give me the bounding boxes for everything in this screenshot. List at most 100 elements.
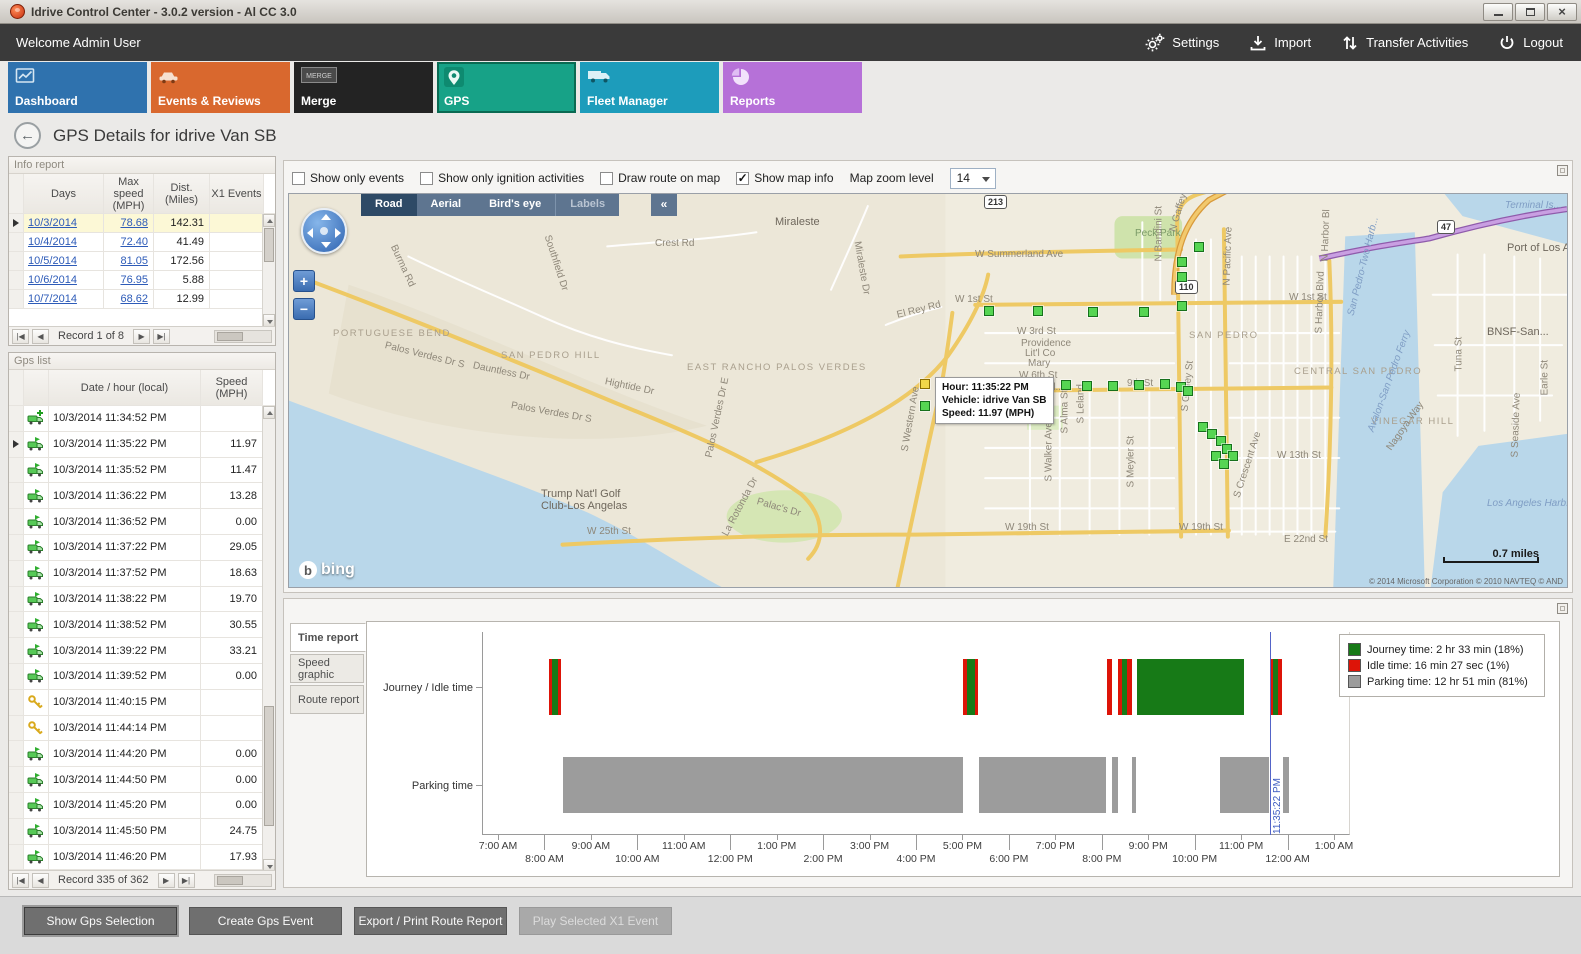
max-speed-cell[interactable]: 72.40 [104, 233, 154, 251]
gps-marker[interactable] [1194, 242, 1204, 252]
close-button[interactable]: × [1547, 2, 1577, 21]
gps-table-row[interactable]: 10/3/2014 11:36:22 PM 13.28 [9, 483, 275, 510]
map-style-labels[interactable]: Labels [555, 194, 619, 216]
gps-marker[interactable] [920, 401, 930, 411]
gps-table-row[interactable]: 10/3/2014 11:35:52 PM 11.47 [9, 457, 275, 484]
map-zoom-select[interactable]: 14 [949, 167, 996, 189]
unchecked-checkbox-icon[interactable] [292, 171, 305, 185]
scroll-up-icon[interactable] [263, 214, 275, 227]
max-speed-cell[interactable]: 68.62 [104, 290, 154, 308]
unchecked-checkbox-icon[interactable] [420, 171, 434, 185]
scroll-up-icon[interactable] [263, 406, 275, 419]
first-record-button[interactable]: |◀ [12, 328, 29, 344]
map-pan-compass[interactable] [301, 208, 347, 254]
gps-table-row[interactable]: 10/3/2014 11:37:52 PM 18.63 [9, 560, 275, 587]
info-report-vertical-scrollbar[interactable] [262, 214, 275, 327]
gps-table-row[interactable]: 10/3/2014 11:37:22 PM 29.05 [9, 534, 275, 561]
gps-table-row[interactable]: 10/3/2014 11:39:52 PM 0.00 [9, 663, 275, 690]
gps-marker[interactable] [1222, 444, 1232, 454]
max-speed-cell[interactable]: 76.95 [104, 271, 154, 289]
map-area[interactable]: Miraleste Peck Park W Summerland Ave Crest … [288, 193, 1568, 588]
gps-marker[interactable] [1177, 257, 1187, 267]
pan-down-icon[interactable] [321, 242, 331, 248]
tab-time-report[interactable]: Time report [290, 623, 366, 652]
tile-reports[interactable]: Reports [723, 62, 862, 113]
gps-marker[interactable] [1160, 379, 1170, 389]
gps-marker[interactable] [1088, 307, 1098, 317]
import-button[interactable]: Import [1249, 34, 1311, 52]
gps-table-row[interactable]: 10/3/2014 11:38:52 PM 30.55 [9, 612, 275, 639]
tile-gps[interactable]: GPS [437, 62, 576, 113]
gps-marker[interactable] [1033, 306, 1043, 316]
checkbox-show-only-ignition-activities[interactable]: Show only ignition activities [420, 171, 584, 185]
gps-table-row[interactable]: 10/3/2014 11:45:50 PM 24.75 [9, 818, 275, 845]
day-cell[interactable]: 10/5/2014 [24, 252, 104, 270]
gps-horizontal-scrollbar[interactable] [214, 873, 272, 887]
tile-merge[interactable]: MERGE Merge [294, 62, 433, 113]
pan-up-icon[interactable] [321, 214, 331, 220]
create-gps-event-button[interactable]: Create Gps Event [189, 907, 342, 935]
scrollbar-thumb[interactable] [264, 228, 274, 262]
gps-marker[interactable] [1082, 381, 1092, 391]
minimize-button[interactable] [1483, 2, 1513, 21]
gps-marker[interactable] [1228, 451, 1238, 461]
gps-marker[interactable] [1134, 380, 1144, 390]
chart-panel-collapse-button[interactable] [1557, 603, 1568, 614]
info-table-row[interactable]: 10/4/2014 72.40 41.49 [9, 233, 275, 252]
pan-right-icon[interactable] [335, 228, 341, 238]
map-style-road[interactable]: Road [361, 194, 417, 216]
tile-events[interactable]: Events & Reviews [151, 62, 290, 113]
tile-fleet[interactable]: Fleet Manager [580, 62, 719, 113]
transfer-button[interactable]: Transfer Activities [1341, 34, 1468, 52]
next-record-button[interactable]: ▶ [157, 872, 175, 888]
export-print-route-report-button[interactable]: Export / Print Route Report [354, 907, 507, 935]
gps-table-row[interactable]: 10/3/2014 11:44:20 PM 0.00 [9, 741, 275, 768]
scrollbar-thumb[interactable] [217, 331, 243, 341]
scrollbar-thumb[interactable] [217, 875, 243, 885]
map-panel-collapse-button[interactable] [1557, 165, 1568, 176]
info-table-row[interactable]: 10/3/2014 78.68 142.31 [9, 214, 275, 233]
info-table-row[interactable]: 10/6/2014 76.95 5.88 [9, 271, 275, 290]
checkbox-show-only-events[interactable]: Show only events [292, 171, 404, 185]
map-style-collapse-button[interactable]: « [651, 194, 677, 216]
gps-table-row[interactable]: 10/3/2014 11:44:50 PM 0.00 [9, 767, 275, 793]
day-cell[interactable]: 10/3/2014 [24, 214, 104, 232]
gps-marker[interactable] [1183, 386, 1193, 396]
gps-table-row[interactable]: 10/3/2014 11:34:52 PM [9, 406, 275, 432]
max-speed-cell[interactable]: 78.68 [104, 214, 154, 232]
first-record-button[interactable]: |◀ [12, 872, 29, 888]
gps-table-row[interactable]: 10/3/2014 11:40:15 PM [9, 689, 275, 716]
day-cell[interactable]: 10/6/2014 [24, 271, 104, 289]
map-zoom-in-button[interactable]: + [293, 270, 315, 292]
gps-marker[interactable] [1177, 301, 1187, 311]
day-cell[interactable]: 10/7/2014 [24, 290, 104, 308]
max-speed-cell[interactable]: 81.05 [104, 252, 154, 270]
gps-marker[interactable] [1198, 422, 1208, 432]
info-table-row[interactable]: 10/7/2014 68.62 12.99 [9, 290, 275, 309]
unchecked-checkbox-icon[interactable] [600, 171, 614, 185]
prev-record-button[interactable]: ◀ [32, 872, 49, 888]
next-record-button[interactable]: ▶ [133, 328, 151, 344]
tab-route-report[interactable]: Route report [290, 685, 364, 714]
tab-speed-graphic[interactable]: Speed graphic [290, 654, 364, 683]
gps-marker[interactable] [1211, 451, 1221, 461]
gps-table-row[interactable]: 10/3/2014 11:46:20 PM 17.93 [9, 844, 275, 871]
checked-checkbox-icon[interactable]: ✓ [736, 170, 750, 185]
gps-marker[interactable] [920, 379, 930, 389]
gps-marker[interactable] [1139, 307, 1149, 317]
gps-table-row[interactable]: 10/3/2014 11:38:22 PM 19.70 [9, 586, 275, 613]
last-record-button[interactable]: ▶| [153, 328, 171, 344]
gps-marker[interactable] [1219, 459, 1229, 469]
gps-marker[interactable] [1216, 436, 1226, 446]
scrollbar-thumb[interactable] [264, 706, 274, 826]
gps-marker[interactable] [1061, 380, 1071, 390]
day-cell[interactable]: 10/4/2014 [24, 233, 104, 251]
gps-table-row[interactable]: 10/3/2014 11:36:52 PM 0.00 [9, 509, 275, 535]
maximize-button[interactable] [1515, 2, 1545, 21]
gps-table-row[interactable]: 10/3/2014 11:35:22 PM 11.97 [9, 431, 275, 458]
map-canvas[interactable] [289, 194, 1567, 587]
info-table-row[interactable]: 10/5/2014 81.05 172.56 [9, 252, 275, 271]
checkbox-draw-route-on-map[interactable]: Draw route on map [600, 171, 720, 185]
gps-marker[interactable] [1177, 272, 1187, 282]
settings-button[interactable]: Settings [1145, 33, 1219, 53]
